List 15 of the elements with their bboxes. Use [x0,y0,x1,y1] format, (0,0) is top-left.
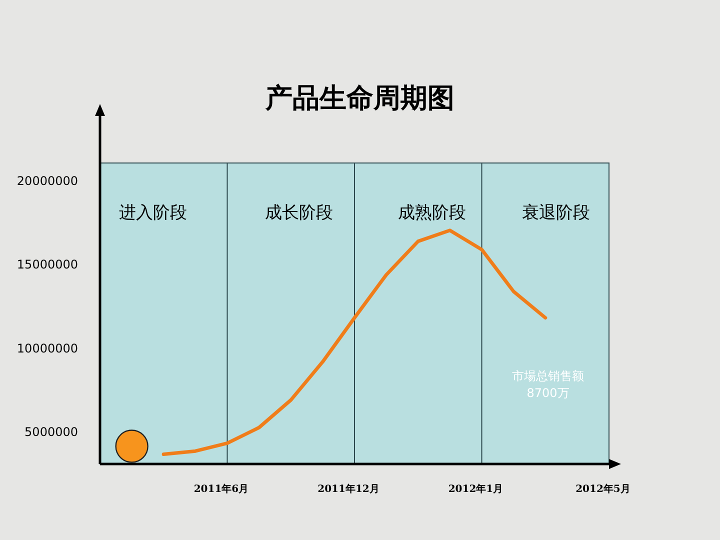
x-tick-label: 2011年12月 [318,483,380,495]
annotation: 市場总销售额 [512,369,584,383]
y-tick-label: 5000000 [24,425,78,440]
x-tick-label: 2012年5月 [576,483,630,495]
annotation: 衰退阶段 [522,203,590,223]
y-tick-label: 10000000 [16,341,78,356]
y-tick-label: 20000000 [16,174,78,188]
annotation: 8700万 [526,386,570,400]
y-tick-label: 15000000 [16,258,78,272]
x-tick-label: 2011年6月 [194,483,249,495]
x-tick-label: 2012年1月 [448,483,504,495]
chart-title: 产品生命周期图 [264,83,454,114]
annotation: 成长阶段 [265,203,333,223]
annotation: 成熟阶段 [398,203,466,223]
annotation: 进入阶段 [119,203,187,223]
